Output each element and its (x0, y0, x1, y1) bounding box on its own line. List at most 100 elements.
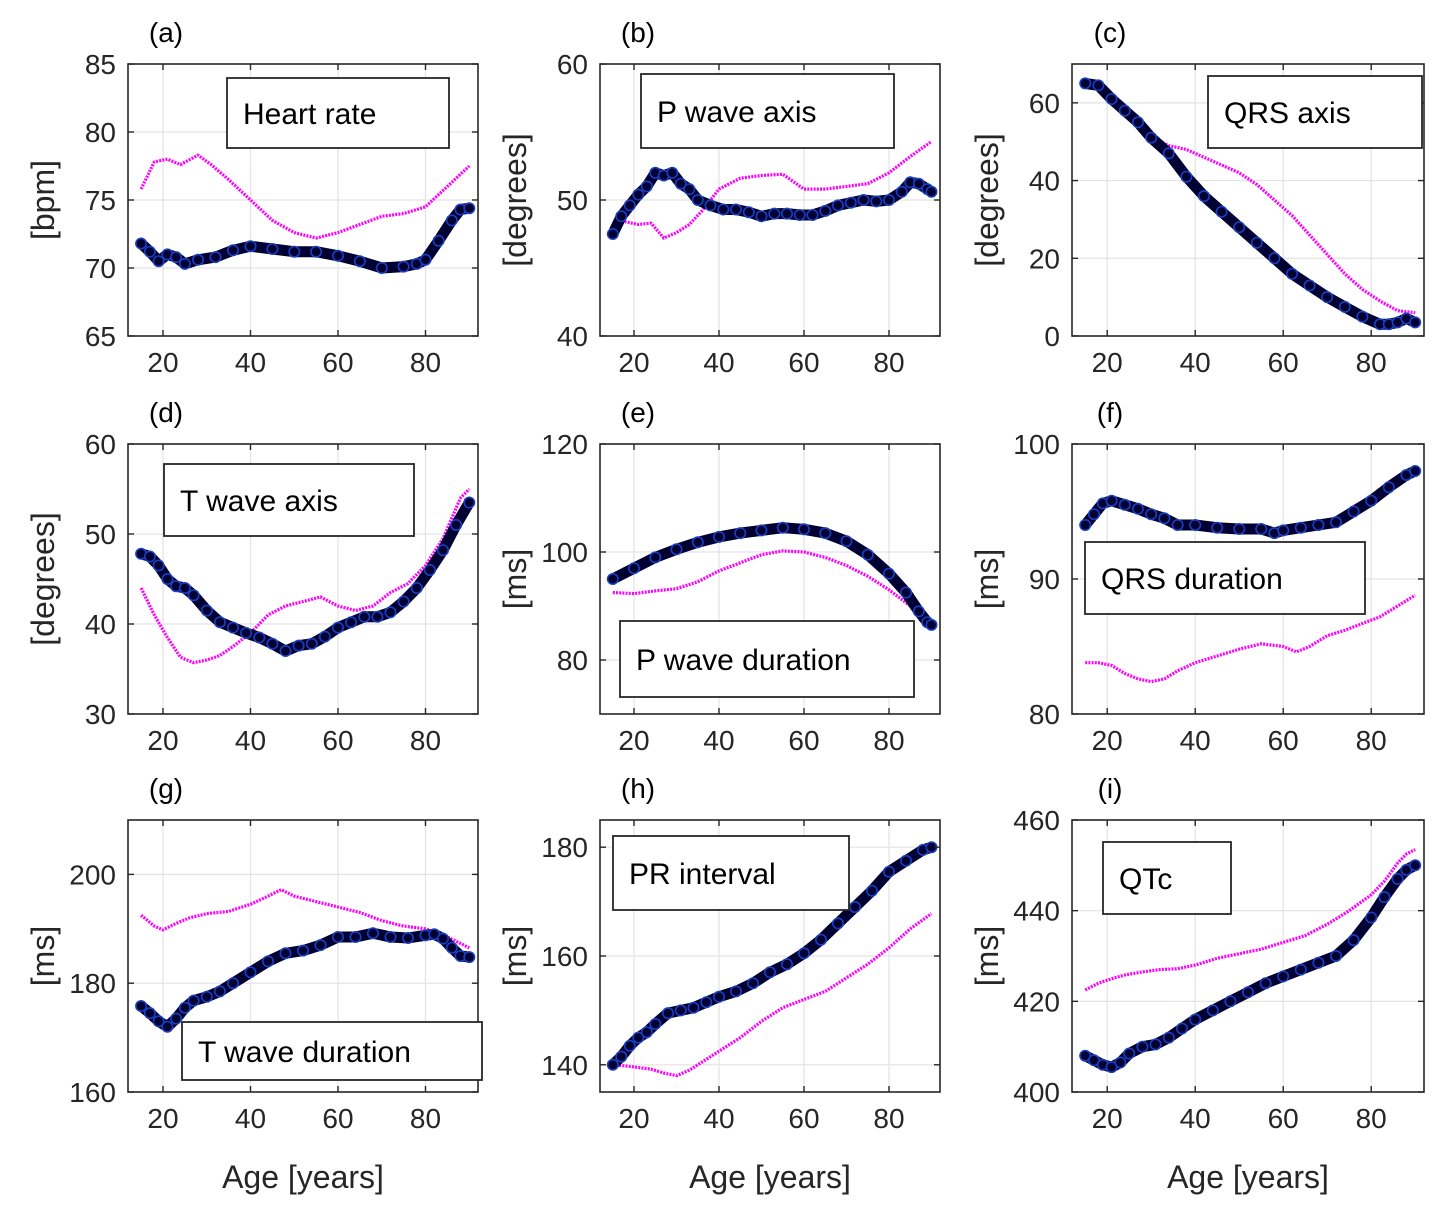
data-point (170, 251, 183, 264)
panel-b: 20 40 60 80 40 50 60 (b) [degrees] P wave axis (497, 17, 941, 378)
x-tick-label: 20 (147, 1103, 178, 1134)
x-tick-label: 80 (410, 725, 441, 756)
data-point (700, 996, 713, 1009)
data-point (310, 245, 323, 258)
data-point (366, 927, 379, 940)
data-point (649, 1017, 662, 1030)
data-point (768, 207, 781, 220)
data-point (615, 210, 628, 223)
data-point (436, 544, 449, 557)
axes-frame (127, 443, 479, 715)
data-point (292, 639, 305, 652)
data-point (670, 543, 683, 556)
data-point (463, 496, 476, 509)
data-point (1114, 1056, 1127, 1069)
x-tick-label: 20 (618, 1103, 649, 1134)
chart-title: QRS axis (1224, 97, 1351, 130)
data-point (606, 1058, 619, 1071)
x-axis-label: Age [years] (222, 1159, 384, 1195)
panel-label: (f) (1097, 397, 1123, 428)
data-point (1409, 859, 1422, 872)
data-point (192, 253, 205, 266)
x-tick-label: 20 (618, 347, 649, 378)
data-point (227, 621, 240, 634)
data-point (143, 245, 156, 258)
data-point (200, 990, 213, 1003)
data-point (776, 521, 789, 534)
x-tick-label: 40 (703, 725, 734, 756)
data-point (1162, 147, 1175, 160)
data-point (861, 548, 874, 561)
panel-h: 20 40 60 80 140 160 180 (h) [ms] Age [years] PR in… (497, 773, 941, 1195)
data-point (349, 930, 362, 943)
data-point (213, 616, 226, 629)
data-point (1286, 267, 1299, 280)
x-tick-label: 20 (1092, 1103, 1123, 1134)
x-tick-label: 40 (1180, 725, 1211, 756)
data-point (1132, 502, 1145, 515)
data-point (899, 854, 912, 867)
data-point (1242, 986, 1255, 999)
y-tick-label: 100 (1013, 429, 1060, 460)
data-point (445, 941, 458, 954)
y-tick-label: 460 (1013, 805, 1060, 836)
x-tick-label: 60 (1268, 1103, 1299, 1134)
chart-title: T wave duration (198, 1036, 411, 1069)
data-point (1079, 518, 1092, 531)
data-point (870, 195, 883, 208)
chart-title: P wave duration (636, 644, 851, 677)
data-point (240, 626, 253, 639)
data-point (209, 251, 222, 264)
data-point (261, 955, 274, 968)
y-tick-label: 65 (85, 321, 116, 352)
x-tick-label: 20 (1092, 347, 1123, 378)
data-point (178, 1001, 191, 1014)
data-point (331, 930, 344, 943)
title-box (163, 463, 415, 537)
data-point (1105, 494, 1118, 507)
data-point (857, 194, 870, 207)
x-tick-label: 40 (235, 347, 266, 378)
data-point (161, 1020, 174, 1033)
data-point (345, 616, 358, 629)
data-point (436, 932, 449, 945)
x-tick-label: 60 (788, 725, 819, 756)
data-point (1250, 236, 1263, 249)
y-axis-label: [ms] (497, 926, 533, 986)
x-tick-label: 80 (410, 1103, 441, 1134)
data-point (1233, 221, 1246, 234)
data-point (606, 572, 619, 585)
x-axis-label: Age [years] (1167, 1159, 1329, 1195)
y-axis-label: [ms] (25, 926, 61, 986)
chart-title: PR interval (629, 858, 776, 891)
data-point (397, 595, 410, 608)
panel-a: 20 40 60 80 65 70 75 80 85 (a) [bpm] Heart rate (25, 17, 479, 378)
data-point (318, 630, 331, 643)
y-tick-label: 120 (541, 429, 588, 460)
data-point (1158, 512, 1171, 525)
y-tick-label: 60 (1029, 88, 1060, 119)
data-point (227, 244, 240, 257)
title-box (640, 73, 895, 149)
x-tick-label: 80 (1356, 347, 1387, 378)
x-tick-label: 60 (322, 347, 353, 378)
data-point (152, 1015, 165, 1028)
data-point (840, 535, 853, 548)
data-point (882, 865, 895, 878)
data-point (627, 562, 640, 575)
panel-f: 20 40 60 80 80 90 100 (f) [ms] QRS duration (969, 397, 1425, 756)
data-point (1356, 310, 1369, 323)
data-point (1145, 508, 1158, 521)
y-axis-label: [degrees] (969, 133, 1005, 266)
series-line-magenta (139, 153, 471, 240)
title-box (1207, 75, 1423, 149)
data-point (1382, 481, 1395, 494)
data-point (1312, 518, 1325, 531)
data-point (797, 523, 810, 536)
series-line-magenta (1084, 848, 1416, 992)
data-point (691, 194, 704, 207)
data-point (1409, 464, 1422, 477)
x-tick-label: 40 (703, 347, 734, 378)
data-point (623, 1039, 636, 1052)
data-point (819, 527, 832, 540)
